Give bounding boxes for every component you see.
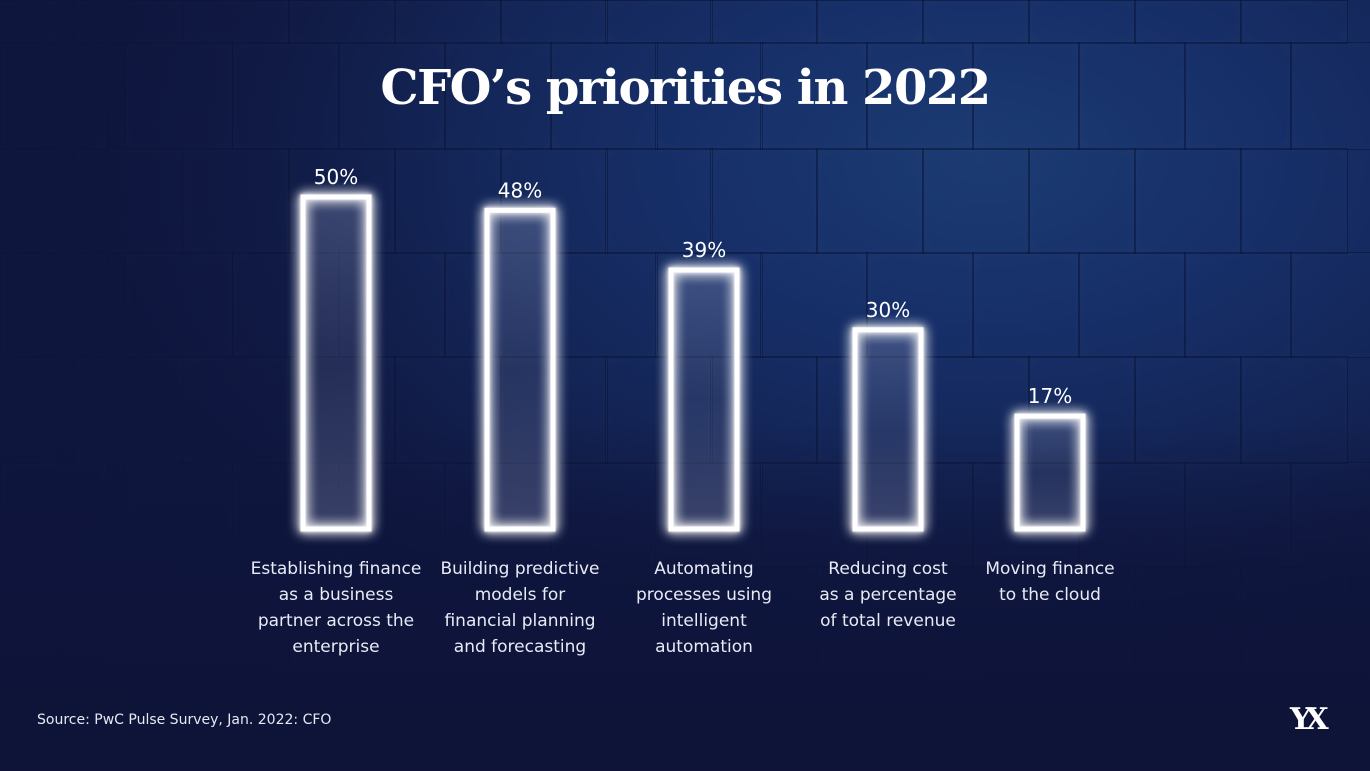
category-label-line: to the cloud — [999, 585, 1101, 605]
category-label-line: Establishing finance — [250, 559, 422, 579]
bar-value-label: 39% — [682, 238, 726, 262]
bar-fill — [303, 197, 369, 529]
bar — [852, 327, 924, 532]
category-label-line: partner across the — [257, 611, 415, 631]
category-label: Moving finance to the cloud — [950, 556, 1150, 608]
category-label-line: models for — [474, 585, 566, 605]
bar — [1014, 413, 1086, 532]
bar-value-label: 48% — [498, 178, 542, 202]
category-label-line: processes using — [636, 585, 772, 605]
bar — [300, 194, 372, 532]
yx-monogram-logo: YX — [1290, 702, 1329, 737]
bar — [484, 207, 556, 532]
category-label-line: financial planning — [444, 611, 596, 631]
category-label-line: and forecasting — [453, 637, 587, 657]
bar-value-label: 30% — [866, 298, 910, 322]
category-label: Reducing cost as a percentage of total rev… — [788, 556, 988, 634]
source-note: Source: PwC Pulse Survey, Jan. 2022: CFO — [37, 712, 332, 728]
bar-value-label: 17% — [1028, 384, 1072, 408]
category-label-line: of total revenue — [820, 611, 956, 631]
category-label-line: Moving finance — [985, 559, 1115, 579]
bar-fill — [671, 270, 737, 529]
category-label-line: enterprise — [292, 637, 380, 657]
category-label-line: as a business — [278, 585, 394, 605]
category-label-line: Reducing cost — [828, 559, 948, 579]
category-label-line: Automating — [654, 559, 754, 579]
bar — [668, 267, 740, 532]
bar-value-label: 50% — [314, 165, 358, 189]
bar-fill — [1017, 416, 1083, 529]
bar-fill — [855, 329, 921, 529]
category-label-line: automation — [655, 637, 753, 657]
category-label-line: as a percentage — [819, 585, 957, 605]
category-label: Building predictive models for financial p… — [420, 556, 620, 660]
chart-title: CFO’s priorities in 2022 — [380, 60, 991, 116]
category-label: Establishing finance as a business partner… — [236, 556, 436, 660]
bar-fill — [487, 210, 553, 529]
category-label-line: Building predictive — [440, 559, 600, 579]
category-label: Automating processes using intelligent auto… — [604, 556, 804, 660]
category-label-line: intelligent — [661, 611, 747, 631]
